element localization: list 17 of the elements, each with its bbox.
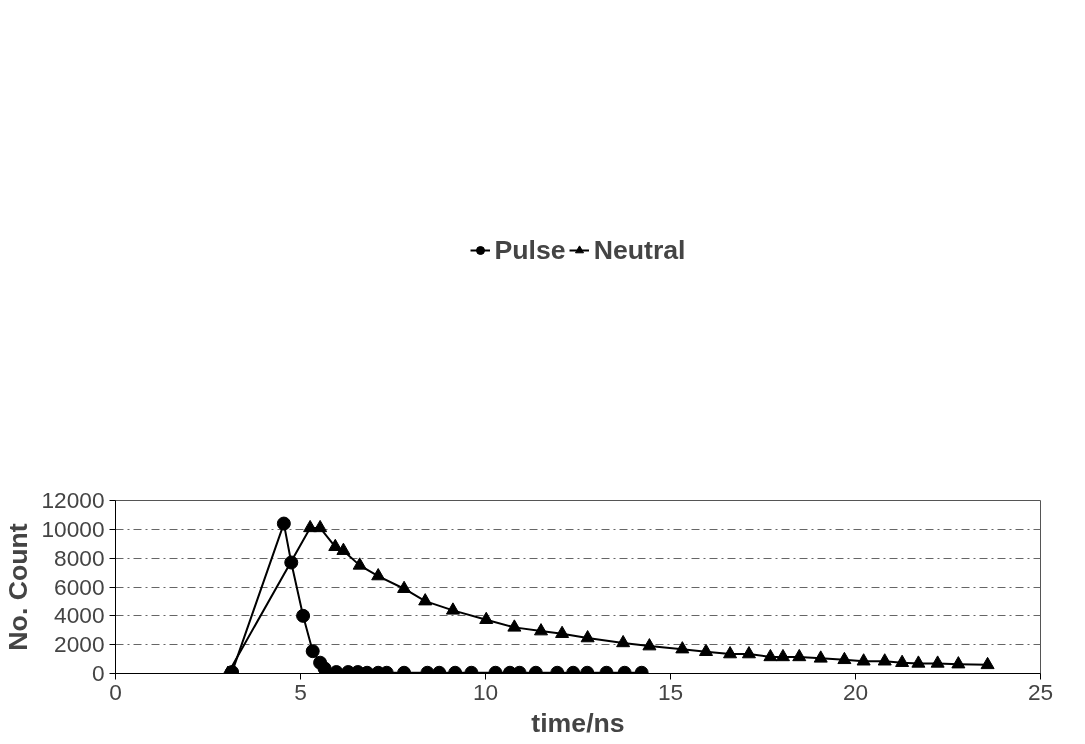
x-tick-label: 5 [294,678,307,705]
x-tick-label: 0 [109,678,122,705]
x-tick-label: 15 [657,678,684,705]
x-tick-label: 10 [472,678,499,705]
y-tick-label: 10000 [41,515,105,542]
y-axis-title: No. Count [3,523,34,651]
legend-label: Neutral [593,234,686,266]
x-axis-title: time/ns [531,707,625,738]
y-tick-label: 6000 [54,573,105,600]
y-tick-label: 2000 [54,631,105,658]
x-tick-label: 20 [842,678,869,705]
y-tick-label: 4000 [54,602,105,629]
y-tick-label: 8000 [54,544,105,571]
y-tick-label: 12000 [41,487,105,513]
x-tick-label: 25 [1027,678,1054,705]
y-tick-label: 0 [91,660,105,686]
legend-label: Pulse [494,234,566,266]
